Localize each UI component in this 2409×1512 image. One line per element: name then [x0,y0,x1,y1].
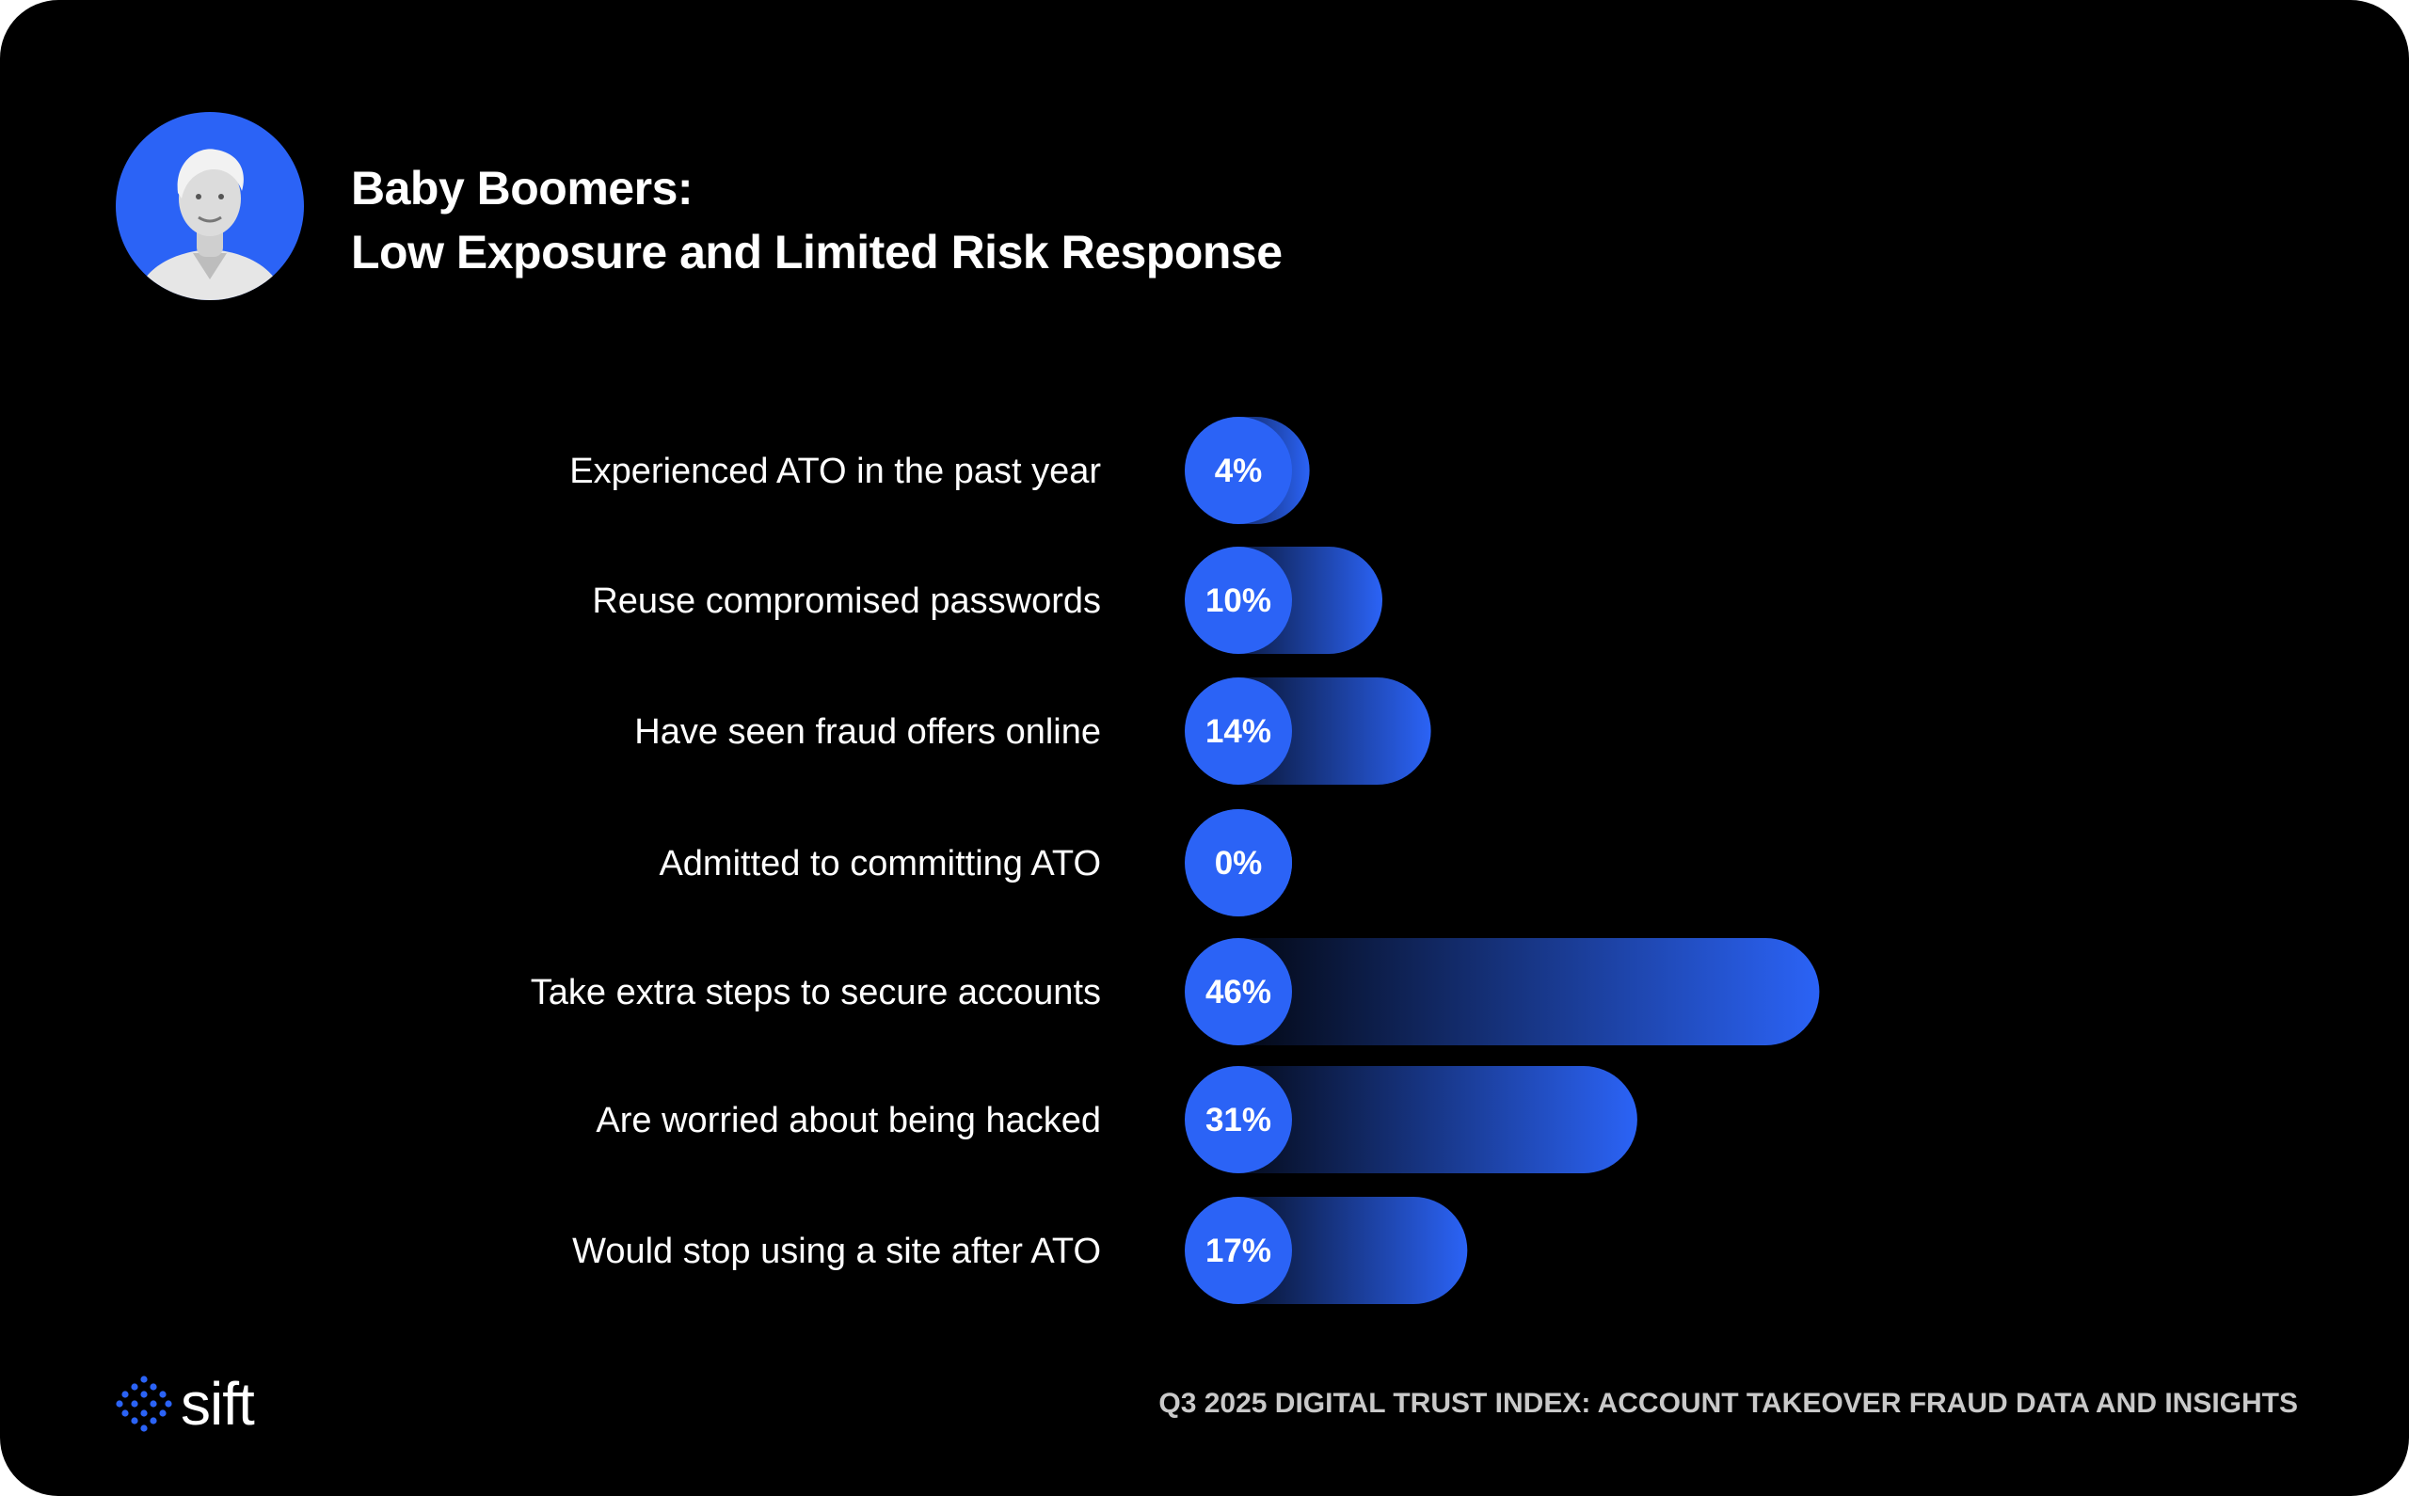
title-line-2: Low Exposure and Limited Risk Response [351,226,1283,279]
bar-label: Admitted to committing ATO [659,844,1101,883]
bar [1185,938,1820,1045]
data-label: 17% [1205,1233,1271,1269]
value-badge [1185,1066,1292,1173]
value-badge [1185,547,1292,654]
data-label: 14% [1205,713,1271,750]
bar-label: Have seen fraud offers online [634,712,1101,752]
bar-label: Take extra steps to secure accounts [531,973,1101,1012]
portrait-image [135,149,285,300]
bar-label: Are worried about being hacked [596,1101,1101,1140]
value-badge [1185,417,1292,524]
avatar [116,112,304,300]
data-label: 31% [1205,1102,1271,1138]
bar [1185,1066,1637,1173]
page-title: Baby Boomers: Low Exposure and Limited R… [351,156,1283,284]
bar-label: Would stop using a site after ATO [572,1232,1101,1271]
sift-dots-icon [116,1376,172,1432]
title-line-1: Baby Boomers: [351,162,694,215]
value-badge [1185,938,1292,1045]
value-badge [1185,677,1292,785]
value-badge [1185,1197,1292,1304]
value-badge [1185,809,1292,916]
sift-logo: sift [115,1370,255,1438]
data-label: 0% [1215,845,1263,882]
bar-label: Experienced ATO in the past year [569,452,1101,491]
report-title: Q3 2025 DIGITAL TRUST INDEX: ACCOUNT TAK… [1158,1388,2298,1419]
bar-label: Reuse compromised passwords [592,581,1101,621]
data-label: 46% [1205,974,1271,1011]
data-label: 10% [1205,582,1271,619]
data-label: 4% [1215,453,1263,489]
brand-name: sift [181,1370,255,1438]
